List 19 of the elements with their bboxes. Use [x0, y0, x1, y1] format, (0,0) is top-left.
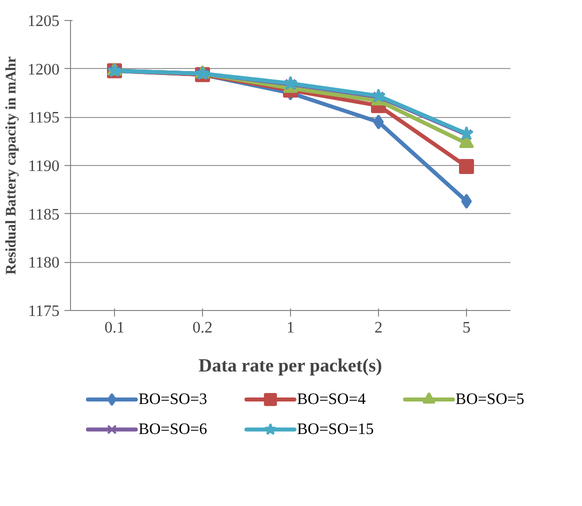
legend-label: BO=SO=3 [138, 391, 208, 408]
y-axis-title: Residual Battery capacity in mAhr [4, 56, 20, 275]
y-tick-label: 1190 [28, 158, 60, 175]
y-tick-label: 1185 [28, 206, 60, 224]
x-tick-label: 1 [286, 320, 294, 336]
y-tick-label: 1195 [28, 110, 60, 127]
legend-label: BO=SO=5 [456, 391, 524, 408]
x-tick-label: 2 [374, 320, 382, 336]
legend-label: BO=SO=15 [296, 421, 374, 438]
legend-label: BO=SO=6 [138, 421, 208, 438]
y-tick-label: 1175 [28, 303, 60, 320]
y-tick-label: 1200 [28, 61, 60, 78]
y-tick-label: 1205 [28, 13, 60, 30]
y-tick-label: 1180 [28, 254, 60, 272]
x-tick-label: 0.2 [192, 320, 212, 336]
x-tick-label: 5 [462, 320, 470, 336]
legend-label: BO=SO=4 [296, 391, 366, 408]
x-tick-label: 0.1 [104, 320, 124, 336]
x-axis-title: Data rate per packet(s) [198, 356, 382, 376]
